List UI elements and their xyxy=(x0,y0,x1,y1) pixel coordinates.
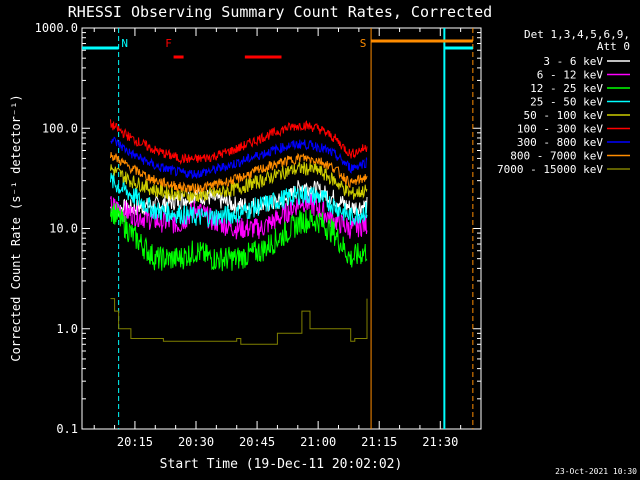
series-line xyxy=(110,152,368,194)
series-line xyxy=(110,202,368,272)
legend-label: 50 - 100 keV xyxy=(524,109,604,122)
y-tick-label: 1000.0 xyxy=(35,21,78,35)
legend-header: Det 1,3,4,5,6,9, xyxy=(524,28,630,41)
series-line xyxy=(110,172,368,228)
legend-label: 12 - 25 keV xyxy=(530,82,603,95)
y-tick-label: 1.0 xyxy=(56,322,78,336)
x-tick-label: 21:30 xyxy=(422,435,458,449)
y-tick-label: 0.1 xyxy=(56,422,78,436)
x-tick-label: 20:15 xyxy=(117,435,153,449)
x-tick-label: 20:45 xyxy=(239,435,275,449)
x-tick-label: 21:00 xyxy=(300,435,336,449)
y-tick-label: 100.0 xyxy=(42,121,78,135)
legend-label: 300 - 800 keV xyxy=(517,136,603,149)
y-tick-label: 10.0 xyxy=(49,222,78,236)
x-tick-label: 21:15 xyxy=(361,435,397,449)
legend-label: 100 - 300 keV xyxy=(517,123,603,136)
series-line xyxy=(110,161,368,203)
legend-header: Att 0 xyxy=(597,40,630,53)
y-axis-label: Corrected Count Rate (s⁻¹ detector⁻¹) xyxy=(9,94,23,361)
annotation-f: F xyxy=(165,37,172,50)
series-line xyxy=(110,119,368,165)
legend-label: 800 - 7000 keV xyxy=(510,150,603,163)
chart-title: RHESSI Observing Summary Count Rates, Co… xyxy=(68,3,492,21)
plot-area: 1000.0 100.0 10.0 1.0 0.1 20:15 20:30 20:45 21:0… xyxy=(35,21,482,449)
x-tick-label: 20:30 xyxy=(178,435,214,449)
legend-label: 7000 - 15000 keV xyxy=(497,163,603,176)
legend-label: 6 - 12 keV xyxy=(537,69,604,82)
annotation-s: S xyxy=(360,37,367,50)
footer-date: 23-Oct-2021 10:30 xyxy=(555,467,637,476)
series-line xyxy=(110,298,368,345)
legend-label: 25 - 50 keV xyxy=(530,96,603,109)
series-line xyxy=(110,136,368,179)
annotation-n: N xyxy=(121,37,128,50)
legend-label: 3 - 6 keV xyxy=(543,55,603,68)
x-axis-label: Start Time (19-Dec-11 20:02:02) xyxy=(160,457,403,472)
